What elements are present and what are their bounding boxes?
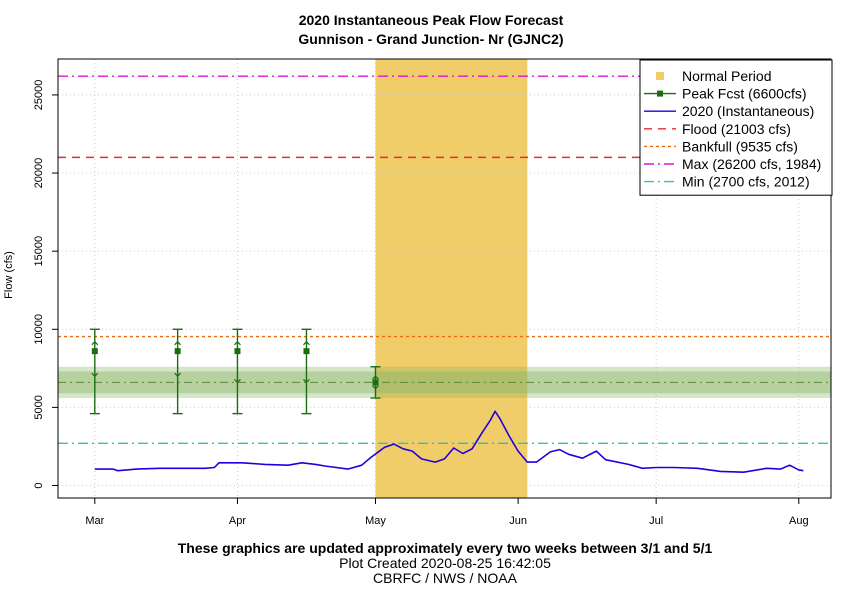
plot-frame [57,58,832,499]
legend-label-1: Peak Fcst (6600cfs) [682,86,807,102]
forecast-arrow-2-0 [234,340,241,346]
x-tick-label-4: Jul [649,515,663,527]
legend-swatch-0 [656,72,664,80]
chart-subtitle: Gunnison - Grand Junction- Nr (GJNC2) [298,31,563,47]
y-axis-label: Flow (cfs) [3,251,15,299]
y-tick-label-0: 0 [33,482,45,488]
forecast-arrow-4-1 [372,385,379,390]
series-line-0 [94,410,804,473]
x-tick-label-5: Aug [789,515,809,527]
footer-credit: CBRFC / NWS / NOAA [373,570,518,586]
legend-label-0: Normal Period [682,68,771,84]
legend-label-2: 2020 (Instantaneous) [682,103,814,119]
forecast-point-4 [372,379,379,386]
forecast-arrow-4-0 [372,375,379,380]
x-tick-label-3: Jun [509,515,527,527]
y-tick-label-4: 20000 [33,158,45,189]
y-tick-label-2: 10000 [33,314,45,345]
legend-label-3: Flood (21003 cfs) [682,121,791,137]
forecast-point-0 [91,348,98,355]
forecast-point-2 [234,348,241,355]
peak-forecast-inner-band [58,371,831,394]
legend-box [639,59,833,196]
legend-label-4: Bankfull (9535 cfs) [682,138,798,154]
normal-period-band [375,59,528,498]
forecast-arrow-1-1 [174,372,182,377]
legend: Normal Period Peak Fcst (6600cfs)2020 (In… [639,59,833,196]
y-tick-label-1: 5000 [33,395,45,419]
footer-created: Plot Created 2020-08-25 16:42:05 [339,555,551,571]
legend-marker-1 [657,90,663,97]
forecast-point-3 [303,348,310,355]
forecast-arrow-0-1 [91,372,99,377]
chart-title: 2020 Instantaneous Peak Flow Forecast [299,12,564,28]
x-tick-label-2: May [365,515,386,527]
forecast-arrow-1-0 [174,340,182,346]
y-tick-label-3: 15000 [33,236,45,267]
forecast-arrow-0-0 [91,340,99,346]
forecast-point-1 [174,348,181,355]
forecast-arrow-3-0 [303,340,310,346]
footer-notice: These graphics are updated approximately… [178,540,713,556]
forecast-arrow-3-1 [303,378,310,384]
y-tick-label-5: 25000 [33,80,45,111]
legend-label-5: Max (26200 cfs, 1984) [682,156,821,172]
legend-label-6: Min (2700 cfs, 2012) [682,174,810,190]
x-tick-label-1: Apr [229,515,246,527]
x-tick-label-0: Mar [85,515,104,527]
forecast-arrow-2-1 [234,378,241,384]
